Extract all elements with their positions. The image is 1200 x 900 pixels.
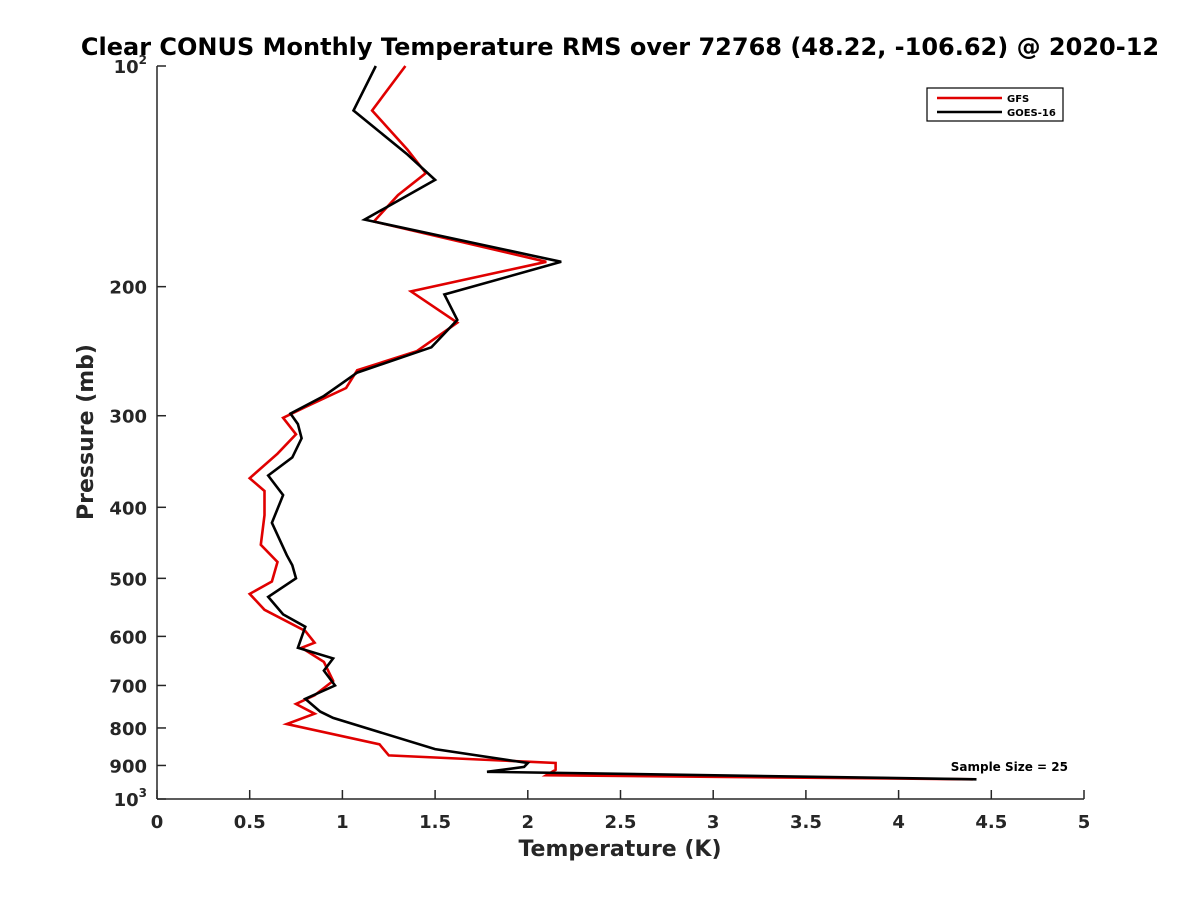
x-tick-label: 4: [892, 812, 905, 833]
y-tick-label-base: 10: [114, 790, 139, 811]
y-tick-label-base: 800: [109, 719, 147, 740]
legend-label: GFS: [1007, 94, 1029, 105]
x-tick-label: 3: [707, 812, 720, 833]
x-tick-label: 2.5: [605, 812, 637, 833]
y-tick-label: 300: [109, 407, 147, 428]
y-axis-label: Pressure (mb): [74, 344, 99, 520]
y-tick-label: 400: [109, 498, 147, 519]
sample-size-annotation: Sample Size = 25: [951, 760, 1068, 774]
x-ticks: 0 0.5 1 1.5 2 2.5 3 3.5 4 4.5 5: [151, 790, 1091, 833]
x-tick-label: 5: [1078, 812, 1091, 833]
plot-area: [157, 66, 1084, 799]
series-line-goes-16: [266, 65, 977, 781]
legend: GFS GOES-16: [926, 87, 1064, 122]
chart-title: Clear CONUS Monthly Temperature RMS over…: [81, 33, 1159, 61]
y-tick-label: 200: [109, 278, 147, 299]
x-tick-label: 0.5: [234, 812, 266, 833]
y-tick-label-base: 600: [109, 627, 147, 648]
y-tick-label-base: 700: [109, 676, 147, 697]
y-tick-label-base: 10: [114, 57, 139, 78]
y-tick-label: 600: [109, 627, 147, 648]
x-tick-label: 1.5: [419, 812, 451, 833]
y-tick-label: 800: [109, 719, 147, 740]
series-line-gfs: [247, 65, 973, 781]
x-axis-label: Temperature (K): [518, 837, 721, 862]
x-tick-label: 1: [336, 812, 349, 833]
y-tick-label-base: 200: [109, 278, 147, 299]
y-tick-label: 102: [114, 53, 147, 78]
y-tick-label-exponent: 3: [139, 786, 147, 800]
x-tick-label: 3.5: [790, 812, 822, 833]
y-tick-label: 700: [109, 676, 147, 697]
y-tick-label: 103: [114, 786, 147, 811]
x-tick-label: 4.5: [975, 812, 1007, 833]
x-tick-label: 0: [151, 812, 164, 833]
legend-label: GOES-16: [1007, 108, 1056, 119]
x-tick-label: 2: [522, 812, 535, 833]
series-layer: [247, 65, 977, 781]
y-tick-label-base: 500: [109, 569, 147, 590]
y-tick-label: 500: [109, 569, 147, 590]
y-tick-label-base: 400: [109, 498, 147, 519]
y-tick-label-exponent: 2: [139, 53, 147, 67]
legend-box: [926, 87, 1064, 122]
y-tick-label: 900: [109, 756, 147, 777]
y-tick-label-base: 900: [109, 756, 147, 777]
y-tick-label-base: 300: [109, 407, 147, 428]
